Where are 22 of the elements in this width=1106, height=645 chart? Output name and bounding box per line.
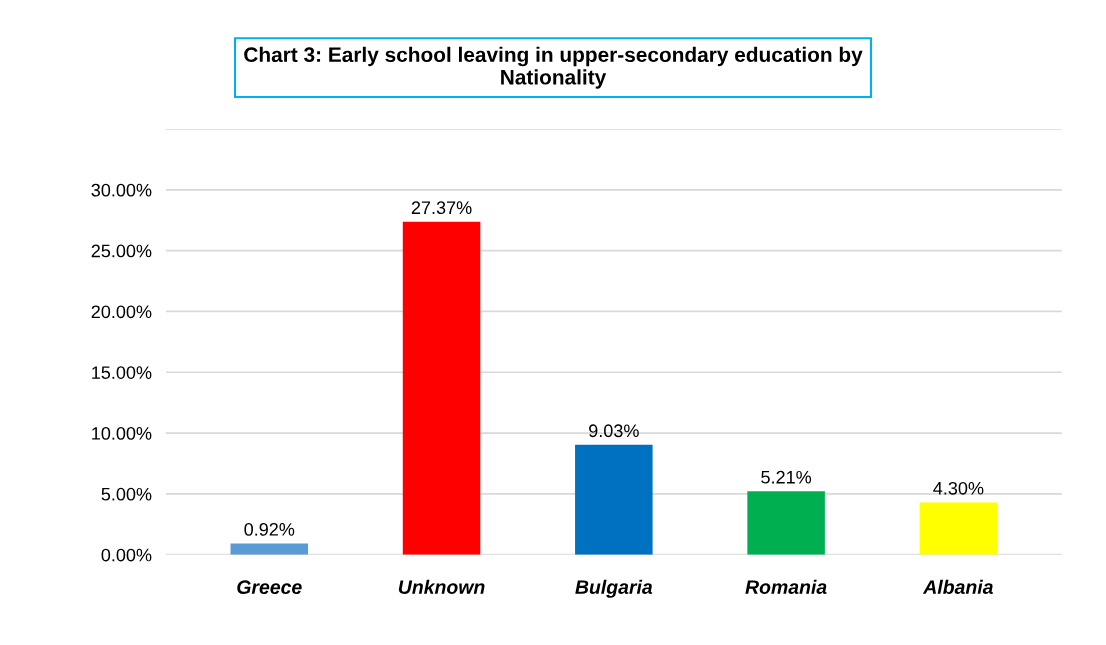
bar bbox=[747, 491, 825, 555]
y-tick-label: 20.00% bbox=[91, 305, 152, 319]
x-tick-label: Greece bbox=[237, 580, 302, 594]
chart-title: Chart 3: Early school leaving in upper-secondary education by Nationality bbox=[244, 46, 863, 89]
x-tick-label: Unknown bbox=[398, 579, 485, 594]
bar bbox=[919, 502, 998, 555]
y-tick-label: 30.00% bbox=[91, 183, 152, 197]
data-label: 9.03% bbox=[589, 424, 639, 438]
data-label: 4.30% bbox=[933, 481, 984, 495]
y-tick-label: 5.00% bbox=[101, 487, 152, 501]
y-tick-label: 25.00% bbox=[91, 244, 152, 258]
y-tick-label: 15.00% bbox=[92, 366, 152, 379]
y-tick-label: 10.00% bbox=[92, 427, 152, 440]
data-label: 0.92% bbox=[244, 522, 295, 536]
bar bbox=[402, 221, 481, 555]
x-tick-label: Romania bbox=[745, 579, 827, 594]
y-tick-label: 0.00% bbox=[101, 548, 152, 562]
x-tick-label: Bulgaria bbox=[575, 579, 653, 598]
bar bbox=[575, 444, 653, 555]
data-label: 5.21% bbox=[761, 470, 812, 484]
data-label: 27.37% bbox=[411, 201, 472, 215]
x-tick-label: Albania bbox=[922, 579, 993, 594]
